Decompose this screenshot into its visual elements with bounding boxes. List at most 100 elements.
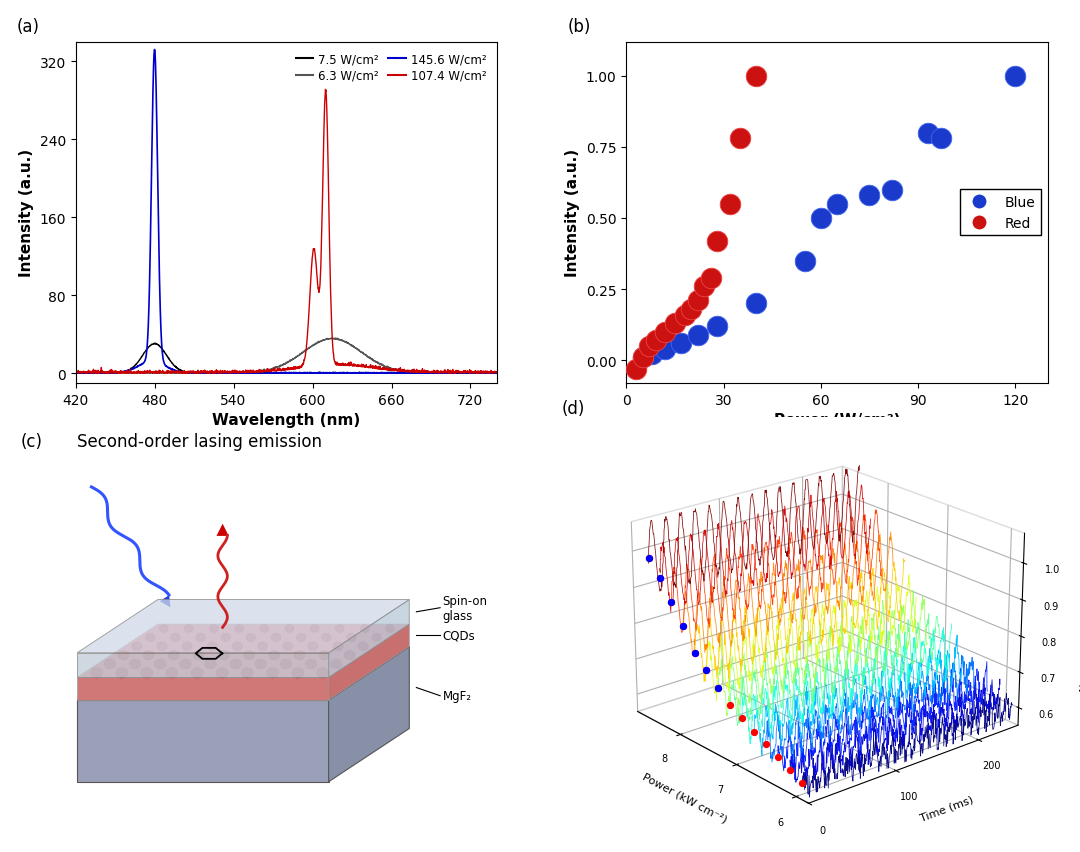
Circle shape	[216, 668, 228, 678]
Circle shape	[183, 642, 192, 651]
Circle shape	[283, 642, 293, 651]
Circle shape	[195, 634, 205, 642]
Legend: 7.5 W/cm², 6.3 W/cm², 145.6 W/cm², 107.4 W/cm²: 7.5 W/cm², 6.3 W/cm², 145.6 W/cm², 107.4…	[291, 49, 491, 88]
Point	[634, 351, 651, 365]
Polygon shape	[77, 700, 328, 782]
Point	[647, 334, 664, 348]
Circle shape	[316, 668, 328, 678]
Point	[861, 189, 878, 203]
Text: CQDs: CQDs	[443, 629, 475, 642]
Circle shape	[386, 625, 394, 633]
Point	[919, 127, 936, 141]
Circle shape	[159, 625, 168, 633]
Text: (a): (a)	[16, 18, 40, 36]
Circle shape	[345, 651, 355, 660]
Circle shape	[244, 651, 255, 660]
Circle shape	[269, 651, 280, 660]
Circle shape	[132, 642, 141, 651]
Point	[812, 212, 829, 226]
Point	[731, 132, 748, 146]
Polygon shape	[77, 647, 409, 700]
Circle shape	[218, 651, 229, 660]
Circle shape	[280, 659, 292, 669]
Circle shape	[140, 668, 152, 678]
Circle shape	[296, 634, 306, 642]
Circle shape	[232, 642, 243, 651]
Point	[796, 255, 813, 268]
Circle shape	[207, 642, 217, 651]
Circle shape	[157, 642, 167, 651]
Point	[666, 317, 684, 331]
Circle shape	[359, 642, 368, 651]
Circle shape	[267, 668, 279, 678]
Circle shape	[221, 634, 230, 642]
Point	[634, 351, 651, 365]
X-axis label: Power (W/cm²): Power (W/cm²)	[773, 412, 901, 428]
Circle shape	[230, 659, 241, 669]
Circle shape	[255, 659, 267, 669]
Point	[689, 328, 706, 342]
Circle shape	[361, 625, 369, 633]
Circle shape	[171, 634, 180, 642]
Point	[1007, 70, 1024, 83]
Circle shape	[257, 642, 268, 651]
Circle shape	[91, 668, 103, 678]
Circle shape	[234, 625, 244, 633]
Point	[721, 198, 739, 211]
X-axis label: Power (kW cm⁻²): Power (kW cm⁻²)	[642, 771, 729, 824]
Point	[702, 272, 719, 285]
Y-axis label: Intensity (a.u.): Intensity (a.u.)	[18, 149, 33, 277]
Circle shape	[271, 634, 281, 642]
Polygon shape	[77, 677, 328, 700]
Circle shape	[330, 659, 342, 669]
Circle shape	[205, 659, 216, 669]
Point	[657, 325, 674, 339]
Circle shape	[333, 642, 343, 651]
Circle shape	[260, 625, 269, 633]
Text: MgF₂: MgF₂	[443, 689, 472, 702]
Circle shape	[246, 634, 256, 642]
Circle shape	[116, 668, 127, 678]
Text: Second-order lasing emission: Second-order lasing emission	[77, 432, 322, 450]
Point	[747, 70, 765, 83]
Circle shape	[322, 634, 332, 642]
Point	[657, 343, 674, 356]
Point	[828, 198, 846, 211]
Circle shape	[166, 668, 178, 678]
Y-axis label: Time (ms): Time (ms)	[918, 793, 974, 822]
Circle shape	[308, 642, 318, 651]
Circle shape	[319, 651, 329, 660]
Point	[708, 234, 726, 248]
Circle shape	[292, 668, 303, 678]
Polygon shape	[328, 647, 409, 782]
Point	[883, 183, 901, 197]
Point	[708, 320, 726, 333]
Text: (d): (d)	[562, 400, 585, 417]
Circle shape	[210, 625, 218, 633]
Point	[676, 308, 693, 322]
Point	[683, 302, 700, 316]
Polygon shape	[328, 600, 409, 677]
Point	[644, 348, 661, 362]
Circle shape	[105, 659, 116, 669]
Text: Spin-on
glass: Spin-on glass	[443, 594, 487, 622]
Legend: Blue, Red: Blue, Red	[960, 190, 1041, 236]
Circle shape	[191, 668, 203, 678]
Text: (c): (c)	[21, 432, 42, 450]
Circle shape	[335, 625, 345, 633]
Circle shape	[241, 668, 254, 678]
Polygon shape	[77, 653, 328, 677]
Polygon shape	[328, 625, 409, 700]
Circle shape	[306, 659, 316, 669]
Point	[640, 340, 658, 354]
Point	[673, 337, 690, 350]
Circle shape	[185, 625, 193, 633]
Point	[696, 280, 713, 294]
Polygon shape	[77, 625, 409, 677]
Point	[747, 297, 765, 311]
Text: (b): (b)	[567, 18, 591, 36]
Circle shape	[146, 634, 156, 642]
Circle shape	[154, 659, 166, 669]
Point	[627, 362, 645, 376]
Y-axis label: Intensity (a.u.): Intensity (a.u.)	[565, 149, 580, 277]
